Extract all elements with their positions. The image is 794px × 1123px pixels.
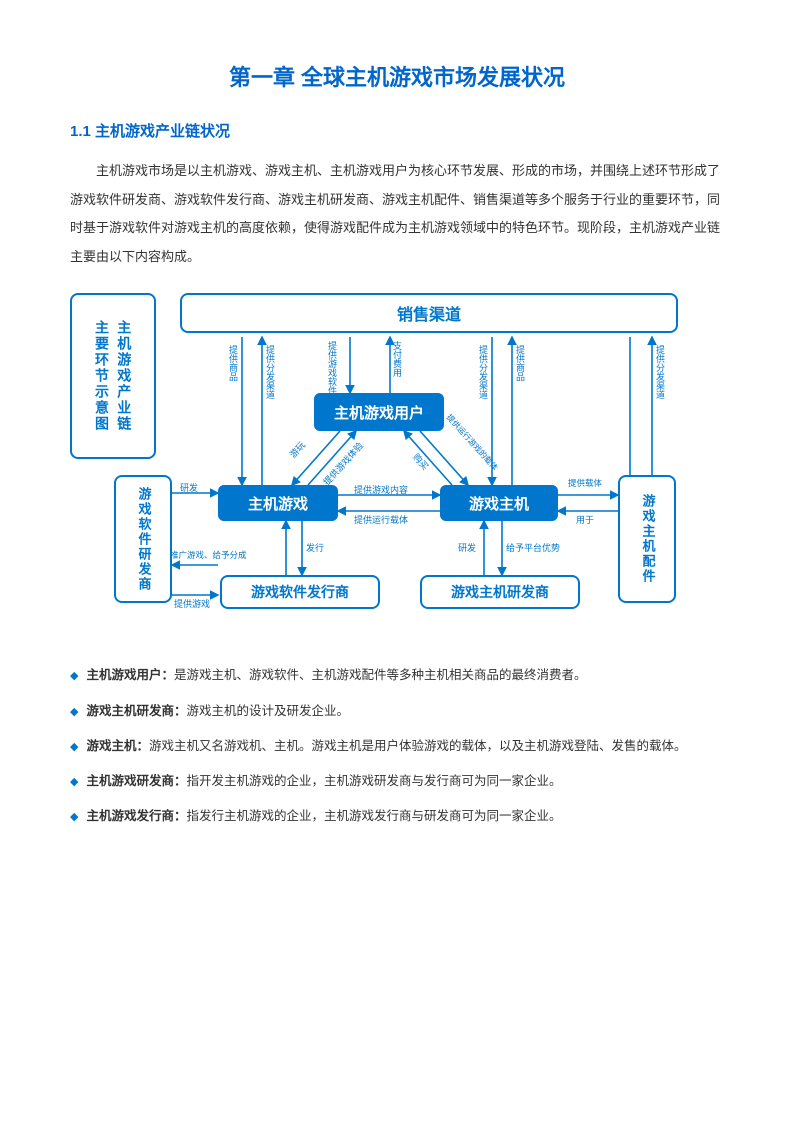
node-user: 主机游戏用户	[314, 393, 444, 431]
list-item: ◆ 主机游戏用户：是游戏主机、游戏软件、主机游戏配件等多种主机相关商品的最终消费…	[70, 665, 724, 686]
diagram-title-box: 主要环节示意图 主机游戏产业链	[70, 293, 156, 459]
chapter-title: 第一章 全球主机游戏市场发展状况	[70, 60, 724, 92]
intro-paragraph: 主机游戏市场是以主机游戏、游戏主机、主机游戏用户为核心环节发展、形成的市场，并围…	[70, 157, 724, 271]
title-line2: 主机游戏产业链	[115, 320, 133, 432]
node-soft-dev: 游戏软件研发商	[114, 475, 172, 603]
section-title: 1.1 主机游戏产业链状况	[70, 120, 724, 141]
bullet-icon: ◆	[70, 738, 78, 757]
bullet-icon: ◆	[70, 667, 78, 686]
node-sales: 销售渠道	[180, 293, 678, 333]
definition-list: ◆ 主机游戏用户：是游戏主机、游戏软件、主机游戏配件等多种主机相关商品的最终消费…	[70, 665, 724, 827]
node-game: 主机游戏	[218, 485, 338, 521]
bullet-icon: ◆	[70, 773, 78, 792]
list-item: ◆ 游戏主机：游戏主机又名游戏机、主机。游戏主机是用户体验游戏的载体，以及主机游…	[70, 736, 724, 757]
list-item: ◆ 游戏主机研发商：游戏主机的设计及研发企业。	[70, 701, 724, 722]
title-line1: 主要环节示意图	[93, 320, 111, 432]
node-console: 游戏主机	[440, 485, 558, 521]
node-accessory: 游戏主机配件	[618, 475, 676, 603]
bullet-icon: ◆	[70, 808, 78, 827]
industry-chain-diagram: 主要环节示意图 主机游戏产业链 销售渠道 主机游戏用户 主机游戏 游戏主机 游戏…	[70, 285, 724, 645]
node-soft-pub: 游戏软件发行商	[220, 575, 380, 609]
list-item: ◆ 主机游戏研发商：指开发主机游戏的企业，主机游戏研发商与发行商可为同一家企业。	[70, 771, 724, 792]
node-console-dev: 游戏主机研发商	[420, 575, 580, 609]
bullet-icon: ◆	[70, 703, 78, 722]
list-item: ◆ 主机游戏发行商：指发行主机游戏的企业，主机游戏发行商与研发商可为同一家企业。	[70, 806, 724, 827]
